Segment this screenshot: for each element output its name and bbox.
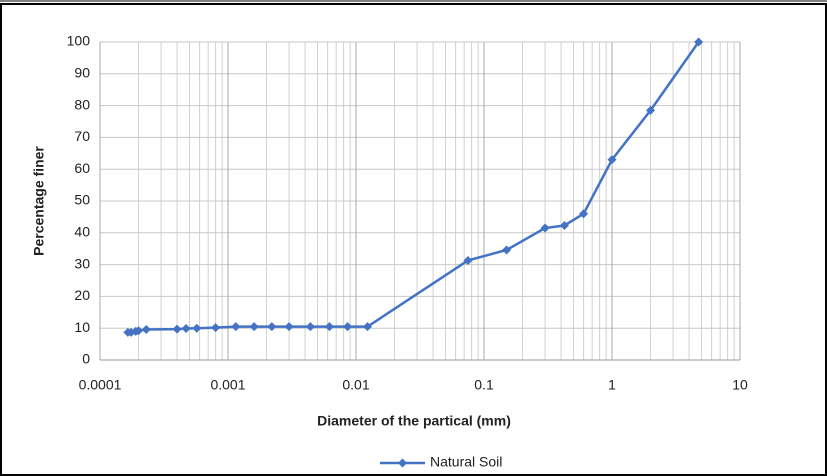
data-point (540, 223, 550, 233)
data-point (363, 322, 373, 332)
data-point (305, 322, 315, 332)
data-point (141, 324, 151, 334)
x-tick-label: 1 (608, 377, 616, 393)
data-point (181, 324, 191, 334)
data-point (324, 322, 334, 332)
y-tick-label: 20 (74, 287, 90, 303)
legend-marker (398, 458, 407, 468)
data-point (607, 155, 617, 165)
y-tick-label: 0 (82, 351, 90, 367)
data-point (343, 322, 353, 332)
legend-label: Natural Soil (430, 454, 502, 470)
data-point (284, 322, 294, 332)
x-axis-label: Diameter of the partical (mm) (317, 413, 511, 429)
data-point (646, 105, 656, 115)
y-tick-label: 80 (74, 96, 90, 112)
data-point (463, 255, 473, 265)
x-tick-label: 0.0001 (79, 377, 122, 393)
data-line (127, 41, 700, 334)
data-point (694, 37, 704, 47)
y-tick-label: 70 (74, 128, 90, 144)
x-tick-label: 10 (732, 377, 748, 393)
data-point (502, 245, 512, 255)
y-tick-label: 10 (74, 319, 90, 335)
data-point (172, 324, 182, 334)
data-point (267, 322, 277, 332)
x-tick-label: 0.001 (210, 377, 245, 393)
x-tick-label: 0.1 (474, 377, 494, 393)
y-tick-label: 30 (74, 255, 90, 271)
y-tick-label: 90 (74, 65, 90, 81)
y-tick-label: 100 (67, 33, 91, 49)
data-point (559, 220, 569, 230)
y-tick-label: 50 (74, 192, 90, 208)
y-axis-label: Percentage finer (31, 146, 47, 256)
data-point (192, 323, 202, 333)
data-point (249, 322, 259, 332)
data-point (231, 322, 241, 332)
frame (0, 3, 827, 476)
data-point (211, 323, 221, 333)
data-point (134, 326, 144, 336)
data-point (579, 209, 589, 219)
y-tick-label: 60 (74, 160, 90, 176)
x-tick-label: 0.01 (342, 377, 369, 393)
y-tick-label: 40 (74, 224, 90, 240)
